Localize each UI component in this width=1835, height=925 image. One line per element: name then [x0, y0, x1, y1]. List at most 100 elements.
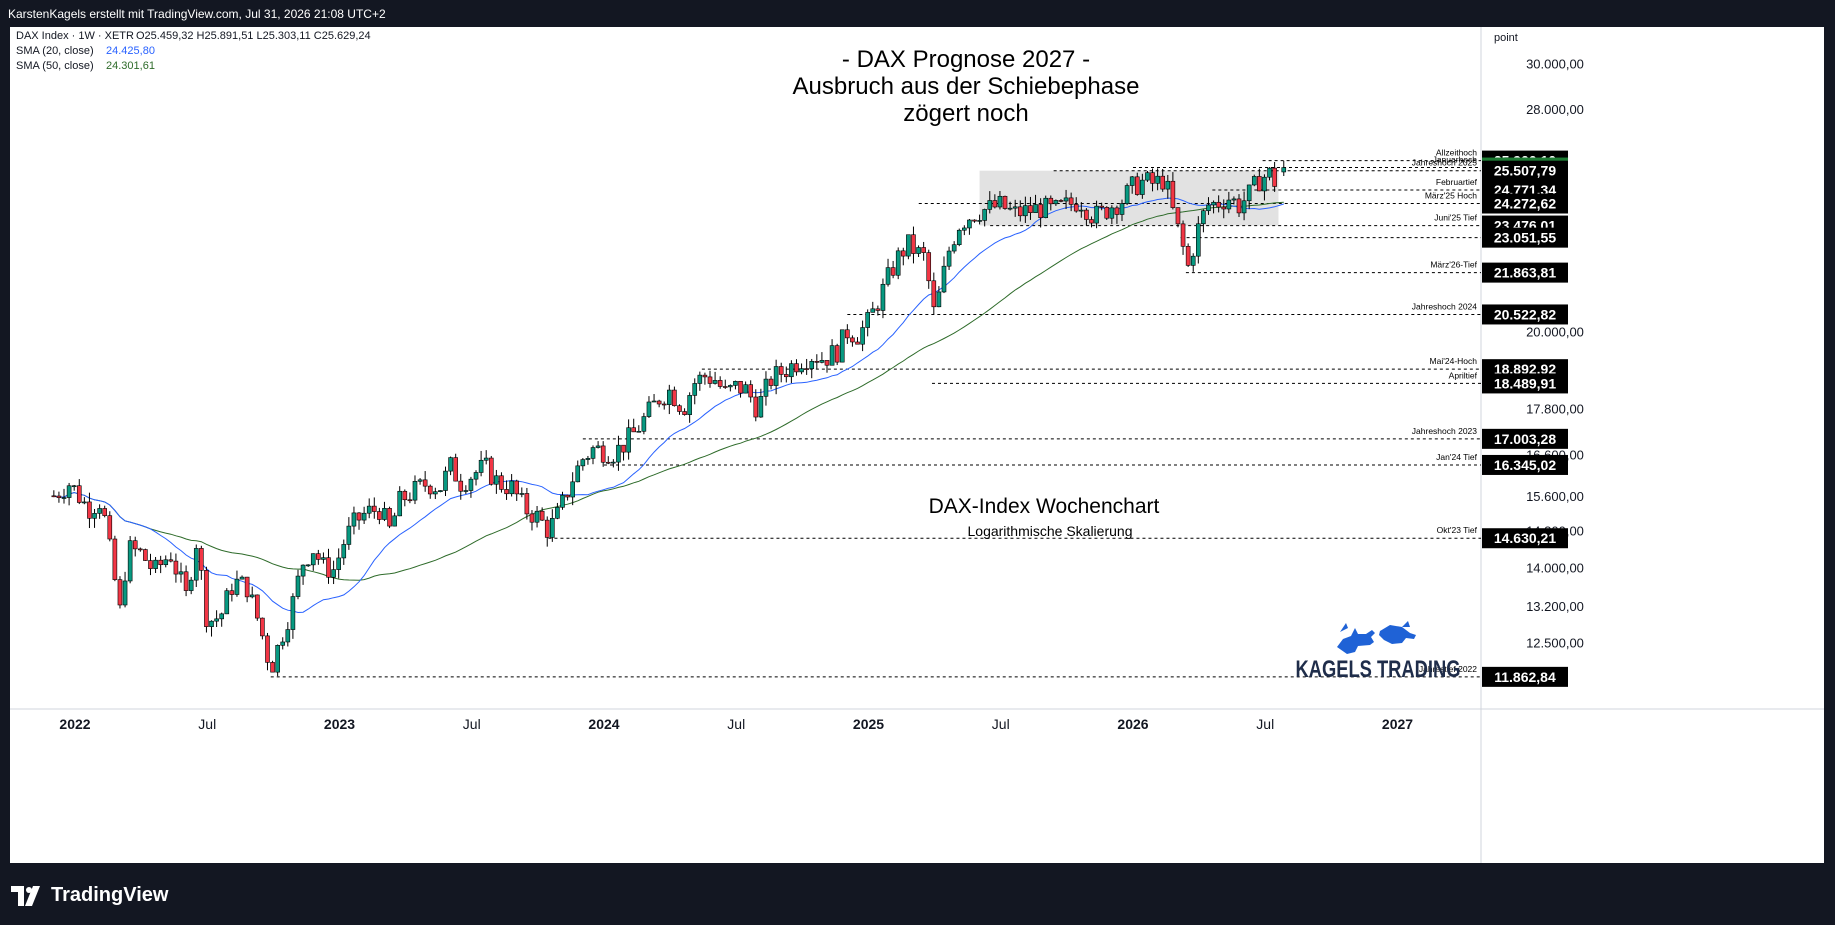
candle-body — [631, 427, 637, 433]
candle-body — [1211, 201, 1216, 206]
candle-body — [305, 564, 311, 567]
candle — [580, 458, 586, 471]
candle-body — [148, 560, 153, 569]
candle — [799, 363, 804, 375]
candle-body — [371, 505, 377, 512]
candle-body — [590, 447, 596, 459]
level-value-label: 16.345,02 — [1494, 457, 1556, 473]
candle — [214, 610, 219, 628]
candle-body — [524, 493, 530, 515]
footer: TradingView — [0, 870, 1835, 925]
candle-body — [1007, 207, 1013, 210]
candle-body — [382, 508, 387, 520]
candle — [651, 394, 657, 403]
candle-body — [392, 515, 397, 527]
candle — [1124, 183, 1130, 206]
candle-body — [885, 267, 891, 285]
candle-body — [295, 575, 301, 597]
candle — [351, 506, 357, 535]
candle-body — [1231, 198, 1237, 201]
candle-body — [183, 571, 189, 591]
candle-body — [753, 396, 759, 418]
candle — [382, 501, 387, 522]
tradingview-logo[interactable]: TradingView — [11, 884, 168, 907]
candle — [458, 473, 464, 500]
candle-body — [280, 641, 286, 646]
candle — [839, 329, 845, 363]
candle-body — [209, 620, 214, 627]
candle-body — [377, 511, 382, 520]
candle — [453, 453, 458, 482]
candle — [667, 384, 672, 415]
bull-bear-logo-icon — [1337, 621, 1416, 654]
sma50-layer — [53, 201, 1284, 581]
candle — [509, 474, 514, 497]
candle — [1053, 199, 1059, 206]
candle — [890, 260, 896, 279]
chart-panel[interactable]: Allzeithoch Januarhoch Jahreshoch 2025 Febr… — [10, 27, 1824, 863]
candle — [87, 492, 92, 529]
price-tick-label: 28.000,00 — [1526, 102, 1584, 117]
candle — [188, 576, 194, 595]
sma50-label: SMA (50, close) — [16, 60, 94, 72]
legend-ohlc: O25.459,32 H25.891,51 L25.303,11 C25.629… — [136, 30, 371, 42]
candle — [1241, 191, 1247, 221]
time-tick-label: 2024 — [588, 716, 619, 732]
level-value-badge — [1482, 666, 1568, 687]
time-tick-label: Jul — [992, 716, 1010, 732]
candle — [834, 343, 840, 366]
candle-body — [341, 544, 347, 559]
sma50-value: 24.301,61 — [106, 60, 155, 72]
candle — [341, 539, 347, 565]
candle-body — [509, 480, 514, 495]
level-label: Allzeithoch — [1436, 148, 1477, 158]
candle — [733, 380, 738, 390]
candle — [1058, 199, 1064, 203]
legend-symbol: DAX Index · 1W · XETR — [16, 30, 134, 42]
level-label: Okt'23 Tief — [1437, 525, 1478, 535]
candle — [377, 507, 382, 525]
candle-body — [438, 490, 443, 492]
candle-body — [595, 445, 601, 448]
candle — [519, 487, 525, 498]
candle — [504, 480, 509, 500]
candle — [778, 362, 784, 383]
candle — [962, 225, 967, 236]
candle — [148, 553, 153, 576]
candle-body — [494, 475, 499, 485]
candle — [717, 376, 723, 389]
candle — [132, 536, 138, 557]
candle — [1104, 206, 1110, 221]
candle — [1089, 216, 1094, 228]
candle — [753, 389, 759, 422]
candle-body — [97, 508, 102, 514]
candle-body — [331, 569, 336, 578]
level-value-badge — [1482, 160, 1568, 181]
candle-body — [316, 553, 321, 560]
candle-body — [427, 485, 433, 495]
candle — [707, 370, 713, 388]
candle-body — [722, 386, 728, 388]
candle-body — [453, 457, 458, 482]
price-axis: 30.000,0028.000,0020.000,0017.800,0016.6… — [1482, 56, 1584, 687]
level-label: Apriltief — [1449, 370, 1478, 380]
candle-body — [1023, 205, 1028, 217]
candle-body — [1145, 172, 1150, 181]
candle — [1023, 196, 1028, 223]
candle-body — [916, 247, 921, 254]
candle-body — [1175, 207, 1181, 225]
candle-body — [138, 548, 143, 551]
candle — [168, 552, 174, 563]
candle-body — [692, 383, 698, 396]
candle — [875, 305, 881, 316]
candle — [494, 469, 499, 494]
level-value-label: 25.507,79 — [1494, 163, 1556, 179]
candle — [463, 485, 469, 495]
candle — [870, 301, 876, 313]
candle — [809, 358, 815, 379]
candle-body — [1267, 167, 1272, 178]
candle-body — [900, 250, 906, 257]
candle-body — [1185, 246, 1191, 266]
candle-body — [178, 571, 184, 575]
